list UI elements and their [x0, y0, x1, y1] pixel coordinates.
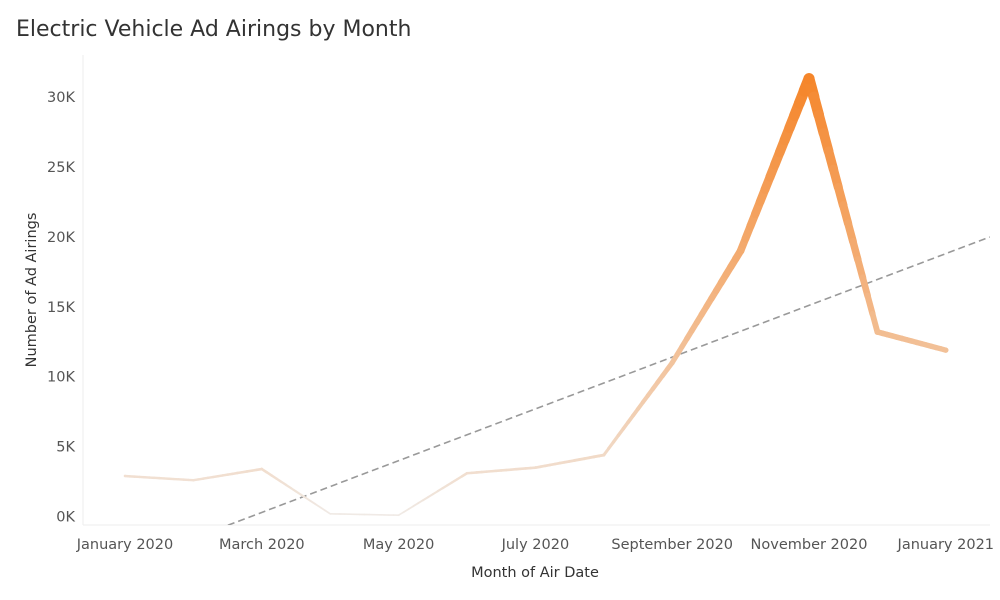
- series-segment: [260, 467, 332, 515]
- y-tick-label: 30K: [47, 90, 75, 106]
- data-point: [465, 471, 469, 475]
- y-tick-label: 10K: [47, 370, 75, 386]
- x-axis-ticks: January 2020 March 2020 May 2020 July 2020 S…: [76, 537, 994, 553]
- series-segment: [803, 73, 881, 335]
- x-tick-label: September 2020: [611, 537, 733, 553]
- series-segment: [602, 360, 675, 457]
- data-point: [943, 347, 949, 353]
- trend-line: [226, 236, 991, 525]
- data-point: [602, 453, 606, 457]
- data-point: [736, 247, 745, 255]
- series-layer: [123, 73, 949, 517]
- x-tick-label: January 2021: [897, 537, 994, 553]
- y-axis-title: Number of Ad Airings: [24, 213, 40, 368]
- axes: [82, 55, 990, 526]
- y-tick-label: 20K: [47, 230, 75, 246]
- data-point: [260, 467, 264, 471]
- data-point: [397, 514, 400, 517]
- y-axis-ticks: 0K 5K 10K 15K 20K 25K 30K: [47, 90, 75, 526]
- y-tick-label: 25K: [47, 160, 75, 176]
- trend-layer: [226, 236, 991, 525]
- series-segment: [397, 471, 469, 517]
- data-point: [123, 474, 127, 478]
- data-point: [803, 73, 815, 85]
- x-tick-label: March 2020: [219, 537, 305, 553]
- data-point: [192, 479, 195, 482]
- x-axis-title: Month of Air Date: [471, 565, 599, 581]
- series-segment: [329, 512, 400, 517]
- x-tick-label: November 2020: [751, 537, 868, 553]
- series-segment: [192, 467, 264, 482]
- x-tick-label: July 2020: [501, 537, 570, 553]
- series-segment: [736, 73, 815, 255]
- data-point: [669, 360, 675, 366]
- y-tick-label: 0K: [56, 510, 75, 526]
- data-point: [329, 512, 332, 515]
- series-segment: [874, 329, 949, 353]
- x-tick-label: January 2020: [76, 537, 173, 553]
- y-tick-label: 15K: [47, 300, 75, 316]
- series-segment: [465, 466, 537, 475]
- data-point: [534, 466, 537, 469]
- data-point: [874, 329, 881, 335]
- x-tick-label: May 2020: [363, 537, 435, 553]
- series-segment: [534, 453, 606, 469]
- series-segment: [669, 247, 745, 366]
- y-tick-label: 5K: [56, 440, 75, 456]
- series-segment: [123, 474, 195, 482]
- chart-title: Electric Vehicle Ad Airings by Month: [16, 17, 412, 42]
